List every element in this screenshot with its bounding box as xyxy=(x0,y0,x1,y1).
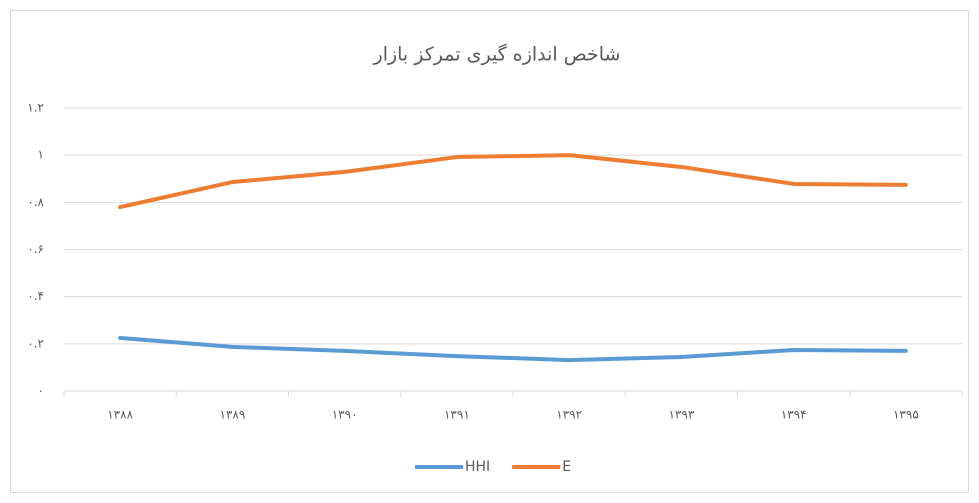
x-tick-label: ۱۳۹۱ xyxy=(444,408,470,422)
series-line xyxy=(118,335,908,363)
y-tick-label: ۰.۴ xyxy=(27,289,44,303)
y-tick-label: ۰.۶ xyxy=(27,242,44,256)
x-tick-label: ۱۳۹۴ xyxy=(781,408,807,422)
y-tick-label: ۰.۲ xyxy=(27,336,44,350)
y-tick-label: ۱.۲ xyxy=(27,101,44,115)
x-tick-label: ۱۳۹۲ xyxy=(556,408,582,422)
x-tick-label: ۱۳۹۵ xyxy=(893,408,919,422)
legend-label: E xyxy=(562,459,571,475)
series-line xyxy=(118,153,908,210)
y-tick-label: ۰.۸ xyxy=(27,195,44,209)
legend-label: HHI xyxy=(465,459,490,475)
y-tick-label: ۱ xyxy=(38,148,44,162)
x-tick-label: ۱۳۸۹ xyxy=(219,408,245,422)
chart-frame xyxy=(10,10,969,493)
x-tick-label: ۱۳۸۸ xyxy=(107,408,133,422)
x-tick-label: ۱۳۹۰ xyxy=(332,408,358,422)
chart-title: شاخص اندازه گیری تمرکز بازار xyxy=(373,43,621,66)
x-tick-label: ۱۳۹۳ xyxy=(668,408,694,422)
y-tick-label: ۰ xyxy=(38,384,44,398)
